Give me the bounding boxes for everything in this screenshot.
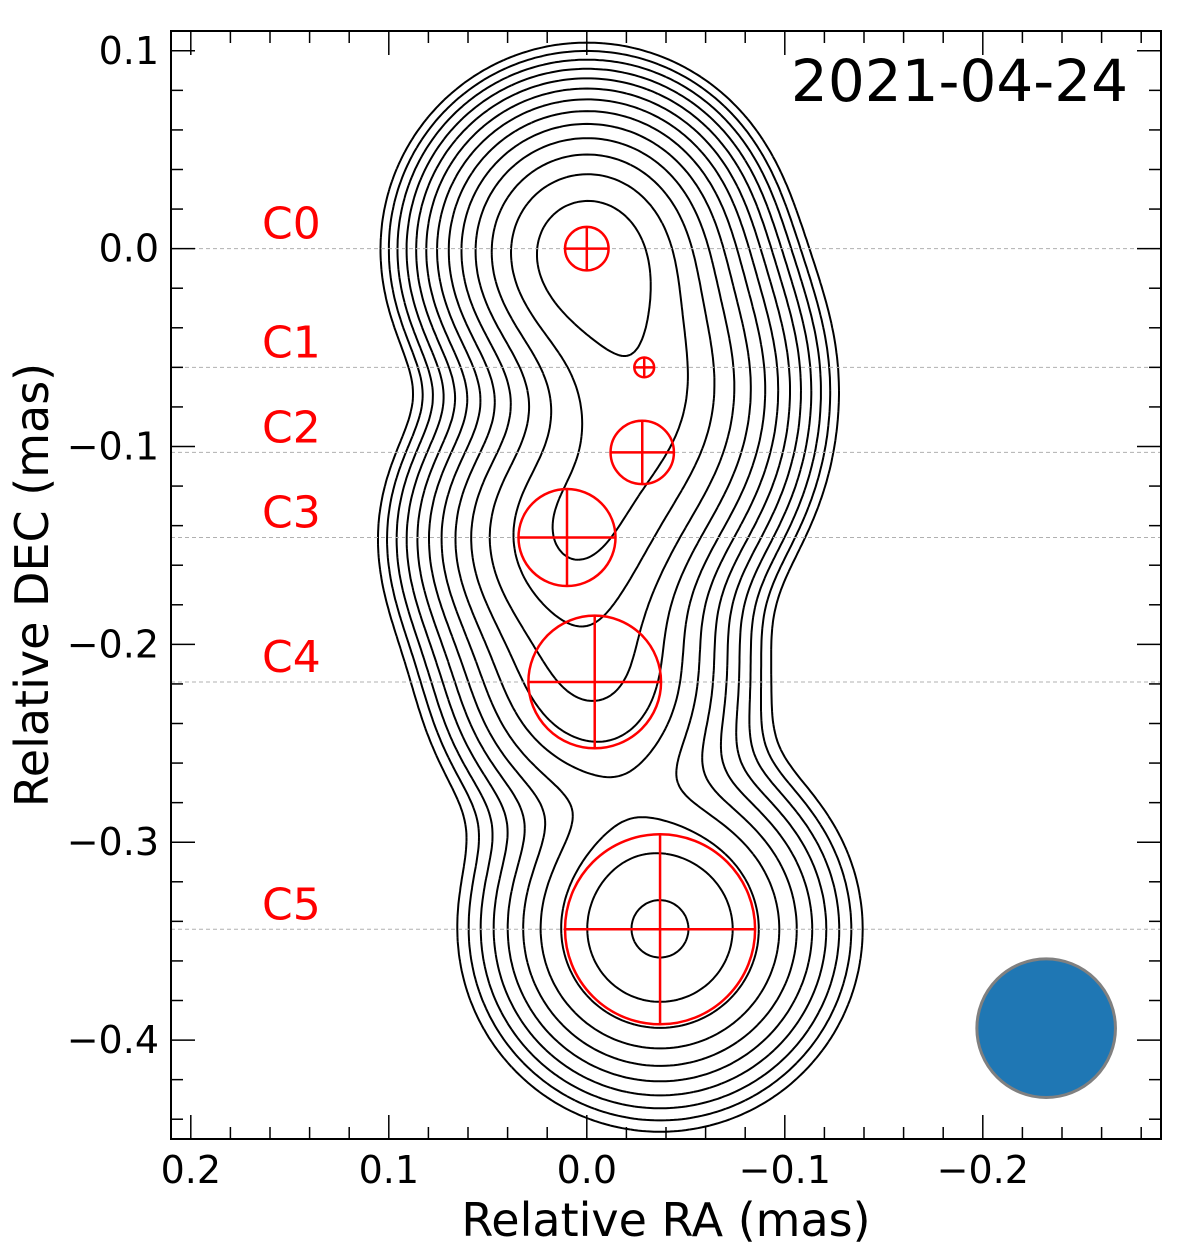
contour-level-13 <box>536 199 652 357</box>
y-tick-label: 0.0 <box>99 227 159 271</box>
component-c4 <box>527 614 663 750</box>
x-axis-label: Relative RA (mas) <box>461 1193 870 1246</box>
x-tick-label: 0.1 <box>359 1148 419 1192</box>
component-label-c3: C3 <box>262 488 321 539</box>
contour-level-12 <box>510 173 689 561</box>
x-tick-label: 0.2 <box>161 1148 221 1192</box>
restoring-beam <box>975 957 1117 1099</box>
axis-tick-labels: 0.2 0.1 0.0 −0.1 −0.2 0.1 0.0 −0.1 −0.2 −0.3 −0.4 <box>67 29 1029 1192</box>
contour-level-9 <box>460 122 752 1003</box>
contour-level-2 <box>386 49 853 1122</box>
beam-ellipse <box>975 957 1117 1099</box>
component-c1 <box>633 356 656 379</box>
component-reference-lines <box>171 248 1161 930</box>
y-axis-label: Relative DEC (mas) <box>5 363 59 807</box>
axis-ticks <box>171 31 1161 1139</box>
contour-level-4 <box>405 67 828 1097</box>
model-components: C0 C1 C2 C3 C4 C5 <box>262 199 757 1026</box>
y-tick-label: −0.4 <box>67 1018 159 1062</box>
epoch-label: 2021-04-24 <box>791 47 1128 115</box>
y-tick-label: 0.1 <box>99 29 159 73</box>
y-tick-label: −0.1 <box>67 425 159 469</box>
component-c0 <box>563 225 610 272</box>
contour-level-7 <box>436 98 781 1050</box>
component-c2 <box>609 419 676 486</box>
contour-level-5 <box>415 77 814 1083</box>
x-tick-label: −0.1 <box>739 1148 831 1192</box>
contour-level-10 <box>474 137 736 959</box>
contour-level-8 <box>447 110 767 1029</box>
contour-level-3 <box>395 58 841 1110</box>
contour-lines <box>377 41 864 1133</box>
component-label-c4: C4 <box>262 632 321 683</box>
x-tick-label: 0.0 <box>557 1148 617 1192</box>
y-tick-label: −0.3 <box>67 820 159 864</box>
component-label-c2: C2 <box>262 402 321 453</box>
contour-level-6 <box>425 87 798 1067</box>
component-c3 <box>517 487 617 588</box>
y-tick-label: −0.2 <box>67 622 159 666</box>
component-label-c5: C5 <box>262 879 321 930</box>
component-label-c0: C0 <box>262 199 321 250</box>
x-tick-label: −0.2 <box>937 1148 1029 1192</box>
contour-level-1 <box>377 41 864 1133</box>
component-label-c1: C1 <box>262 317 321 368</box>
component-c5 <box>563 832 757 1026</box>
contour-level-11 <box>490 153 716 628</box>
